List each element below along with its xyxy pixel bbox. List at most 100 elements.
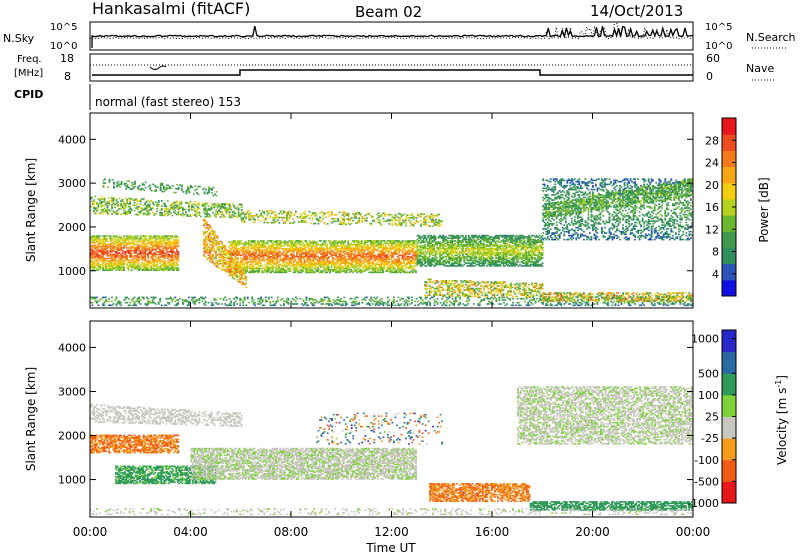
heatmap-cell: [457, 245, 460, 247]
heatmap-cell: [504, 249, 506, 251]
heatmap-cell: [136, 258, 139, 261]
heatmap-cell: [347, 261, 350, 263]
heatmap-cell: [473, 234, 476, 237]
heatmap-cell: [454, 242, 457, 245]
heatmap-cell: [496, 245, 499, 247]
heatmap-cell: [285, 257, 288, 259]
heatmap-cell: [259, 259, 262, 262]
heatmap-cell: [445, 250, 448, 253]
heatmap-cell: [511, 262, 514, 264]
heatmap-cell: [397, 249, 399, 251]
heatmap-cell: [421, 265, 423, 267]
heatmap-cell: [153, 268, 156, 270]
heatmap-cell: [433, 250, 435, 253]
heatmap-cell: [439, 254, 441, 257]
heatmap-cell: [100, 239, 103, 241]
heatmap-cell: [466, 265, 469, 267]
heatmap-cell: [285, 265, 288, 267]
heatmap-cell: [545, 194, 548, 196]
heatmap-cell: [126, 243, 128, 245]
heatmap-cell: [395, 259, 398, 262]
heatmap-cell: [166, 261, 169, 264]
heatmap-cell: [407, 257, 410, 259]
heatmap-cell: [543, 194, 546, 196]
heatmap-cell: [234, 241, 236, 243]
heatmap-cell: [332, 258, 334, 261]
heatmap-cell: [129, 243, 131, 245]
heatmap-cell: [523, 236, 526, 238]
heatmap-cell: [490, 244, 493, 246]
heatmap-cell: [238, 253, 241, 255]
heatmap-cell: [457, 240, 460, 242]
heatmap-cell: [457, 255, 460, 258]
heatmap-cell: [372, 242, 375, 245]
heatmap-cell: [159, 240, 162, 243]
heatmap-cell: [102, 248, 104, 250]
heatmap-cell: [144, 268, 147, 270]
heatmap-cell: [372, 246, 375, 249]
heatmap-cell: [350, 259, 353, 262]
heatmap-cell: [385, 242, 387, 245]
heatmap-cell: [174, 257, 177, 260]
heatmap-cell: [557, 195, 560, 197]
heatmap-cell: [548, 219, 551, 221]
heatmap-cell: [347, 248, 350, 250]
heatmap-cell: [383, 262, 386, 264]
heatmap-cell: [127, 241, 130, 244]
heatmap-cell: [397, 265, 399, 267]
heatmap-cell: [359, 258, 362, 261]
heatmap-cell: [467, 249, 470, 251]
heatmap-cell: [353, 266, 356, 268]
heatmap-cell: [469, 237, 472, 239]
heatmap-cell: [563, 234, 566, 237]
heatmap-cell: [338, 254, 340, 257]
heatmap-cell: [437, 251, 440, 254]
heatmap-cell: [519, 241, 521, 243]
heatmap-cell: [472, 253, 475, 255]
heatmap-cell: [537, 249, 539, 251]
heatmap-cell: [380, 266, 383, 268]
heatmap-cell: [368, 253, 371, 255]
heatmap-cell: [472, 262, 475, 264]
heatmap-cell: [265, 249, 268, 251]
heatmap-cell: [542, 232, 545, 234]
heatmap-cell: [563, 191, 566, 193]
heatmap-cell: [434, 250, 437, 253]
heatmap-cell: [129, 248, 131, 250]
heatmap-cell: [111, 260, 113, 262]
heatmap-cell: [290, 241, 292, 243]
heatmap-cell: [253, 254, 256, 257]
heatmap-cell: [345, 258, 348, 261]
heatmap-cell: [162, 240, 165, 243]
heatmap-cell: [311, 265, 313, 267]
heatmap-cell: [106, 237, 109, 240]
heatmap-cell: [280, 271, 283, 274]
heatmap-cell: [111, 258, 113, 261]
heatmap-cell: [148, 251, 151, 253]
heatmap-cell: [483, 245, 485, 247]
heatmap-cell: [481, 265, 484, 267]
heatmap-cell: [501, 257, 503, 259]
heatmap-cell: [446, 248, 449, 250]
heatmap-cell: [442, 234, 445, 237]
heatmap-cell: [169, 241, 172, 244]
heatmap-cell: [448, 251, 451, 254]
heatmap-cell: [430, 251, 432, 254]
heatmap-cell: [130, 264, 133, 266]
freq-label-line1: Freq.: [17, 54, 42, 65]
heatmap-cell: [528, 245, 530, 247]
heatmap-cell: [486, 244, 488, 246]
heatmap-cell: [336, 250, 339, 253]
heatmap-cell: [97, 236, 100, 239]
heatmap-cell: [479, 265, 482, 267]
heatmap-cell: [90, 265, 92, 268]
heatmap-cell: [258, 258, 261, 261]
heatmap-cell: [267, 249, 270, 251]
heatmap-cell: [120, 241, 122, 244]
heatmap-cell: [345, 261, 348, 263]
heatmap-cell: [344, 267, 347, 270]
heatmap-cell: [382, 258, 384, 261]
heatmap-cell: [130, 253, 133, 256]
heatmap-cell: [323, 259, 325, 262]
heatmap-cell: [554, 238, 557, 241]
